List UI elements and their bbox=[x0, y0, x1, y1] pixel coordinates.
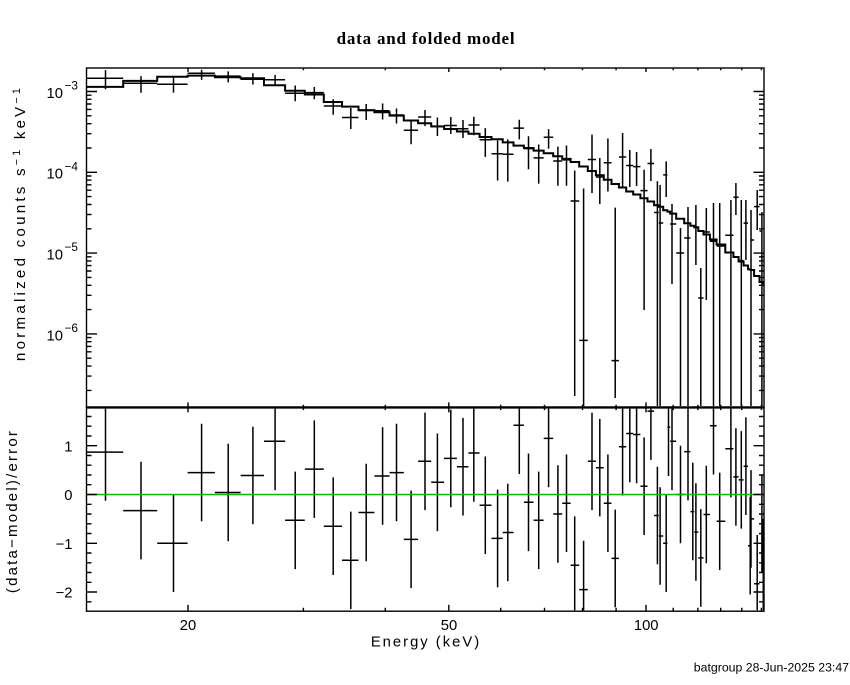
svg-text:−2: −2 bbox=[56, 586, 73, 602]
svg-text:50: 50 bbox=[441, 618, 457, 634]
svg-text:normalized counts s−1 keV−1: normalized counts s−1 keV−1 bbox=[11, 85, 29, 361]
svg-text:0: 0 bbox=[64, 488, 72, 504]
svg-text:10: 10 bbox=[47, 328, 63, 344]
svg-text:10: 10 bbox=[47, 86, 63, 102]
svg-text:10: 10 bbox=[47, 167, 63, 183]
svg-text:−6: −6 bbox=[65, 321, 79, 335]
svg-text:(data−model)/error: (data−model)/error bbox=[4, 429, 21, 593]
svg-text:−5: −5 bbox=[65, 240, 79, 254]
svg-text:−1: −1 bbox=[56, 537, 73, 553]
svg-text:−3: −3 bbox=[65, 79, 79, 93]
svg-text:data and folded model: data and folded model bbox=[337, 29, 516, 48]
svg-text:100: 100 bbox=[634, 618, 659, 634]
svg-text:1: 1 bbox=[64, 439, 72, 455]
svg-text:20: 20 bbox=[180, 618, 196, 634]
svg-text:Energy (keV): Energy (keV) bbox=[371, 634, 481, 650]
svg-text:10: 10 bbox=[47, 248, 63, 264]
svg-text:−4: −4 bbox=[65, 159, 79, 173]
svg-text:batgroup 28-Jun-2025 23:47: batgroup 28-Jun-2025 23:47 bbox=[694, 661, 849, 675]
